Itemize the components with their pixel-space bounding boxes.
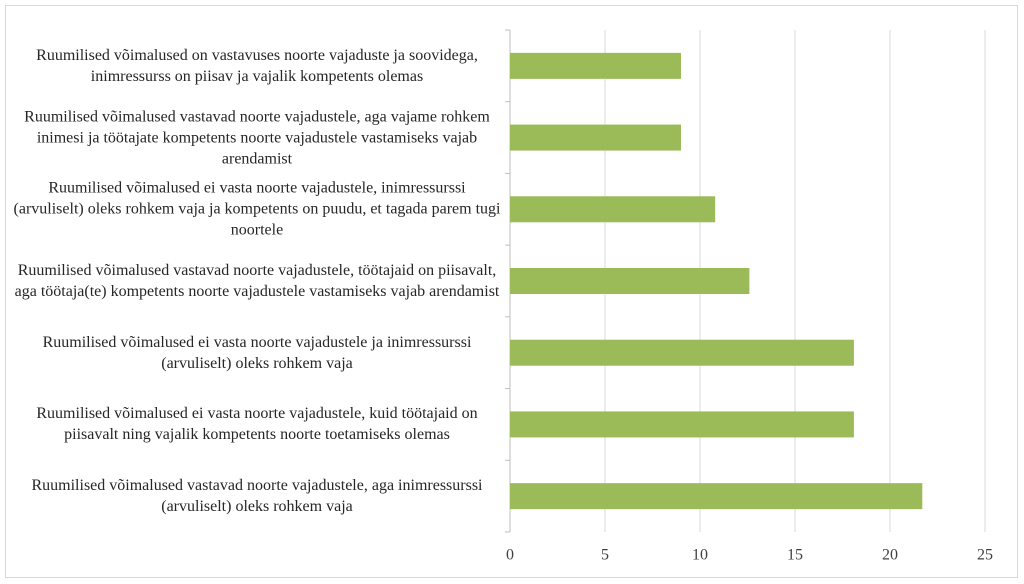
y-tick-label: Ruumilised võimalused ei vasta noorte va… (42, 333, 472, 372)
x-tick-label: 10 (692, 547, 708, 564)
x-tick-label: 25 (977, 547, 993, 564)
bar (510, 124, 681, 151)
bar (510, 339, 854, 366)
y-tick-label: Ruumilised võimalused vastavad noorte va… (14, 262, 500, 300)
x-tick-label: 5 (601, 547, 609, 564)
y-tick-label: Ruumilised võimalused vastavad noorte va… (24, 108, 490, 168)
bar (510, 268, 750, 294)
x-tick-label: 15 (787, 547, 803, 564)
bar (510, 52, 681, 79)
y-tick-label: Ruumilised võimalused ei vasta noorte va… (13, 179, 501, 239)
bar (510, 483, 923, 510)
bar (510, 411, 854, 438)
x-tick-label: 0 (506, 547, 514, 564)
y-tick-label: Ruumilised võimalused on vastavuses noor… (36, 46, 478, 85)
y-tick-label: Ruumilised võimalused vastavad noorte va… (31, 477, 483, 516)
y-tick-label: Ruumilised võimalused ei vasta noorte va… (36, 405, 478, 444)
x-tick-label: 20 (882, 547, 898, 564)
frame (5, 5, 1018, 578)
bar (510, 196, 716, 223)
